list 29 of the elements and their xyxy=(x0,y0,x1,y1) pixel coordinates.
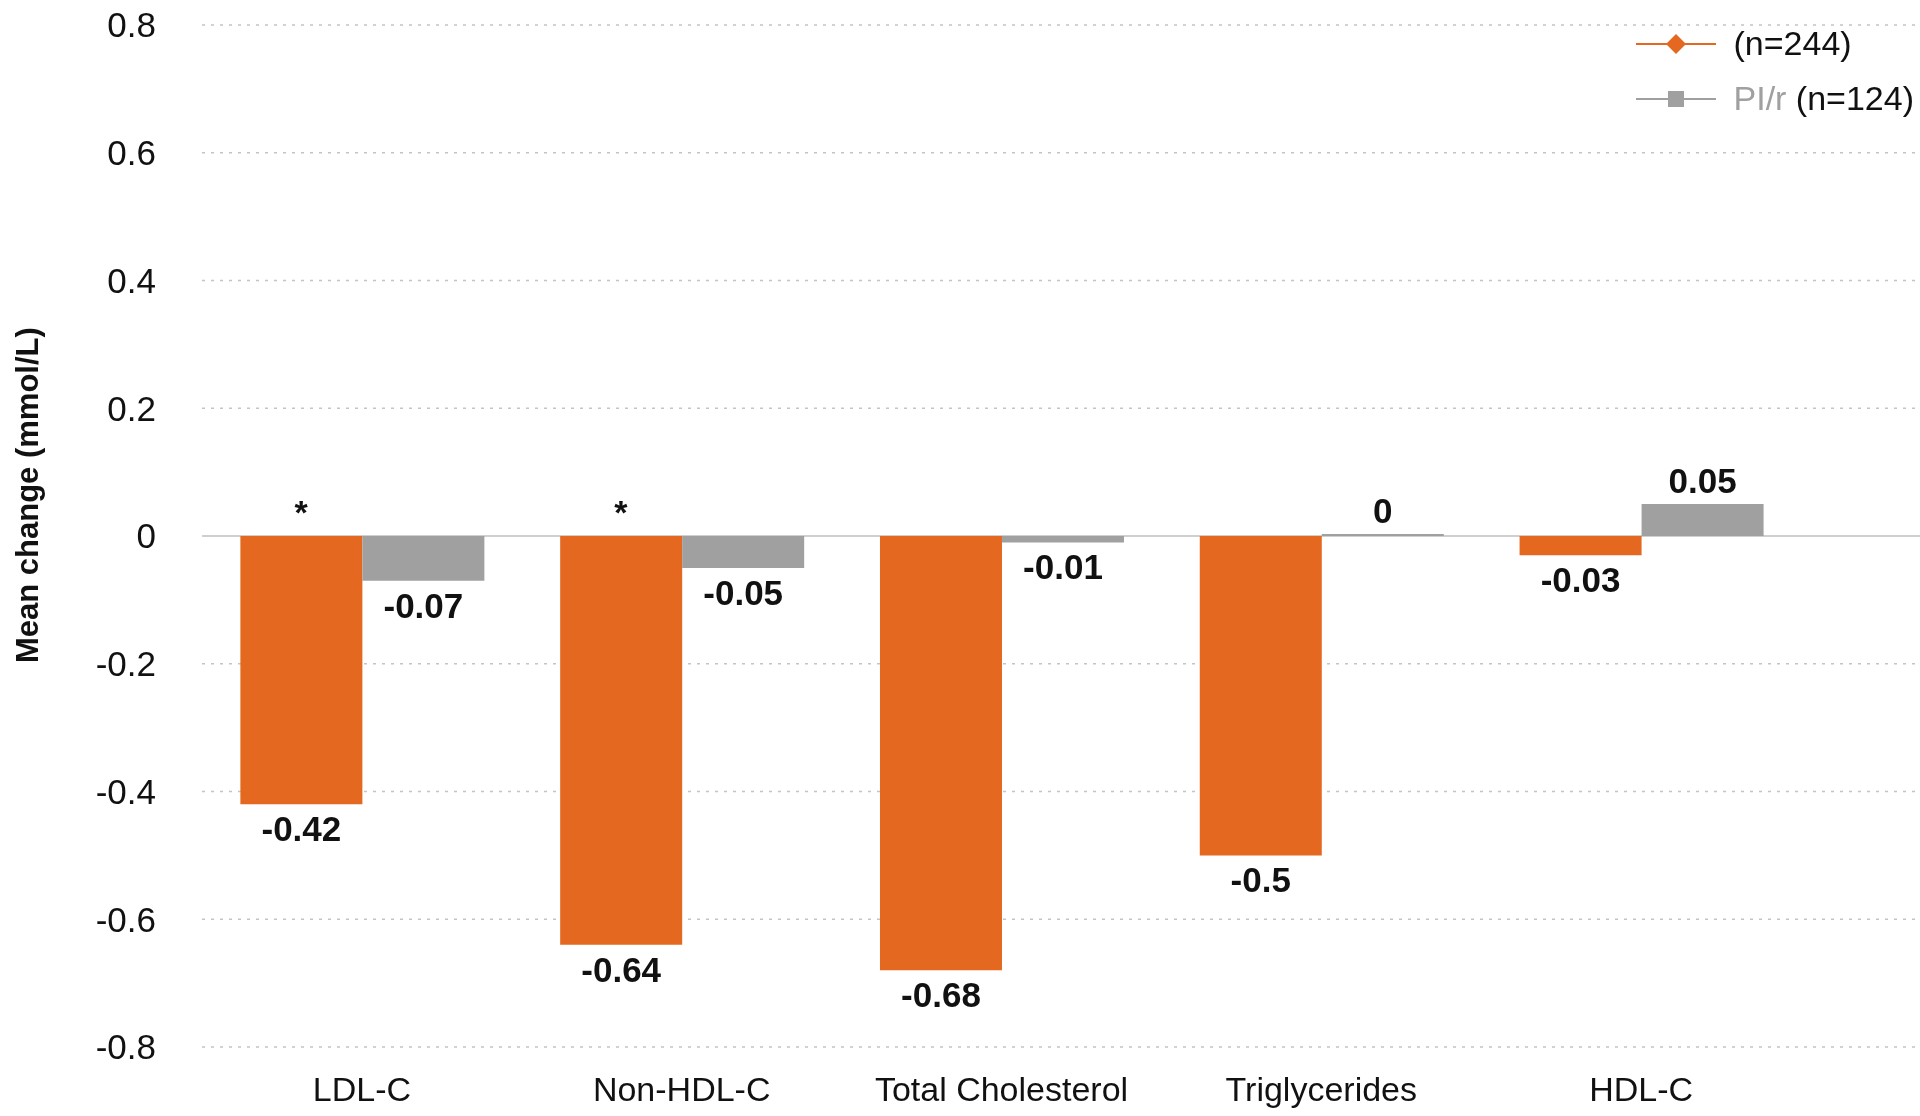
y-axis-title: Mean change (mmol/L) xyxy=(9,327,45,664)
x-tick-label: Total Cholesterol xyxy=(874,1070,1129,1109)
x-tick-label: LDL-C xyxy=(312,1070,412,1109)
y-tick-label: 0.6 xyxy=(107,133,156,173)
annotation: * xyxy=(294,493,309,531)
data-label: -0.07 xyxy=(383,585,464,625)
annotation: * xyxy=(614,493,629,531)
y-tick-label: 0 xyxy=(136,516,156,556)
data-label: -0.42 xyxy=(261,809,342,849)
data-label: 0 xyxy=(1373,491,1393,530)
data-label: -0.03 xyxy=(1540,560,1621,600)
y-tick-label: -0.8 xyxy=(95,1027,156,1067)
data-label: -0.68 xyxy=(901,975,981,1015)
y-tick-label: -0.2 xyxy=(95,644,156,684)
y-tick-label: 0.4 xyxy=(107,260,156,300)
data-label: -0.01 xyxy=(1023,547,1103,587)
y-tick-label: -0.4 xyxy=(95,771,156,811)
y-tick-label: 0.2 xyxy=(107,388,156,428)
data-label: -0.5 xyxy=(1230,860,1291,900)
x-tick-label: HDL-C xyxy=(1589,1070,1694,1109)
y-tick-label: 0.8 xyxy=(107,5,156,45)
y-tick-label: -0.6 xyxy=(95,899,156,939)
legend-label: PI/r (n=124) xyxy=(1733,79,1914,117)
x-tick-label: Non-HDL-C xyxy=(592,1070,771,1109)
legend-label: (n=244) xyxy=(1733,24,1852,62)
data-label: 0.05 xyxy=(1668,461,1737,501)
x-tick-label: Triglycerides xyxy=(1225,1070,1418,1109)
data-label: -0.64 xyxy=(581,949,662,989)
data-label: -0.05 xyxy=(703,572,784,612)
